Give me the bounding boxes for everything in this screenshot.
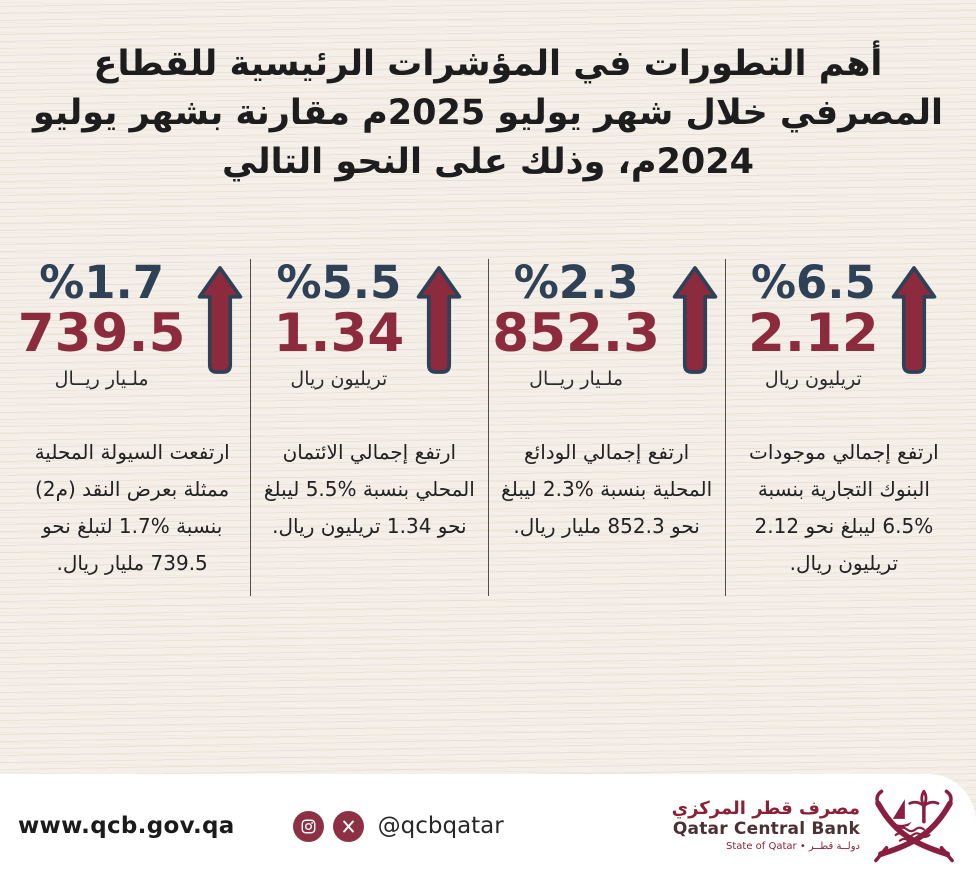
social-handle: @qcbqatar [377,813,504,839]
stat-figures: %6.5 2.12 تريليون ريال [736,259,952,390]
title-line-3: 2024م، وذلك على النحو التالي [222,142,754,182]
website-url: www.qcb.gov.qa [18,813,235,839]
percent-change: %1.7 [39,256,165,309]
stat-figures: %5.5 1.34 تريليون ريال [261,259,477,390]
stat-description: ارتفع إجمالي الائتمان المحلي بنسبة %5.5 … [263,439,475,538]
stat-description: ارتفع إجمالي موجودات البنوك التجارية بنس… [749,439,939,575]
footer-bar: www.qcb.gov.qa @qcbqatar [0,774,976,878]
stat-figures: %1.7 739.5 ملـيار ريــال [18,259,243,390]
indicator-unit: تريليون ريال [764,367,862,390]
logo-tagline: State of Qatar • دولــة قطــر [726,841,860,853]
indicator-unit: ملـيار ريــال [529,367,624,390]
up-arrow-icon [413,259,465,383]
logo-name-english: Qatar Central Bank [672,818,860,839]
up-arrow-icon [669,259,721,383]
stat-card-deposits: %2.3 852.3 ملـيار ريــال ارتفع إجمالي ال… [489,259,726,596]
indicator-unit: ملـيار ريــال [54,367,149,390]
percent-change: %5.5 [276,256,402,309]
stat-description: ارتفعت السيولة المحلية ممثلة بعرض النقد … [34,439,230,575]
up-arrow-icon [194,259,246,383]
social-block: @qcbqatar [292,810,504,842]
logo-name-arabic: مصرف قطر المركزي [671,798,860,820]
title-line-2: المصرفي خلال شهر يوليو 2025م مقارنة بشهر… [32,93,944,133]
page-title: أهم التطورات في المؤشرات الرئيسية للقطاع… [0,0,976,187]
qcb-emblem-icon [868,785,960,868]
percent-change: %6.5 [750,256,876,309]
stat-card-banks-assets: %6.5 2.12 تريليون ريال ارتفع إجمالي موجو… [726,259,962,596]
stat-description: ارتفع إجمالي الودائع المحلية بنسبة %2.3 … [501,439,713,538]
x-icon [332,810,364,842]
indicator-value: 2.12 [747,303,879,365]
title-line-1: أهم التطورات في المؤشرات الرئيسية للقطاع [93,44,883,84]
indicator-unit: تريليون ريال [290,367,388,390]
indicators-row: %6.5 2.12 تريليون ريال ارتفع إجمالي موجو… [14,259,962,596]
indicator-value: 1.34 [273,303,405,365]
qcb-logo: مصرف قطر المركزي Qatar Central Bank Stat… [672,785,960,868]
up-arrow-icon [888,259,940,383]
stat-card-money-supply: %1.7 739.5 ملـيار ريــال ارتفعت السيولة … [14,259,252,596]
indicator-value: 739.5 [17,303,186,365]
indicator-value: 852.3 [492,303,660,365]
stat-card-credit: %5.5 1.34 تريليون ريال ارتفع إجمالي الائ… [251,259,489,596]
instagram-icon [292,810,324,842]
percent-change: %2.3 [513,256,639,309]
stat-figures: %2.3 852.3 ملـيار ريــال [492,259,718,390]
